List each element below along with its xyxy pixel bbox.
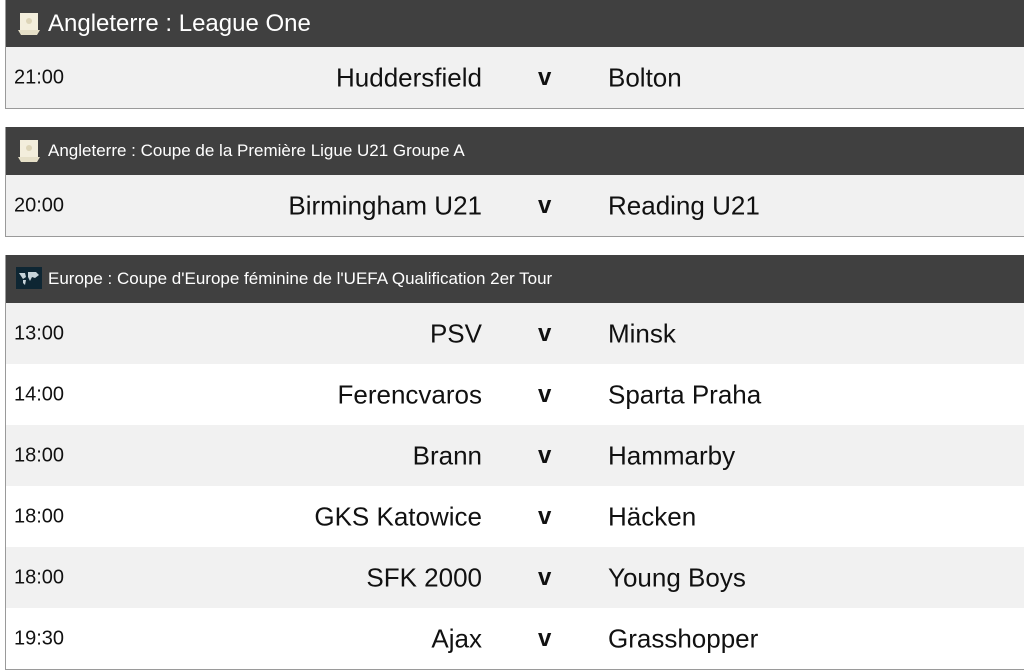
match-time: 21:00 [14,66,65,88]
trophy-icon [16,139,42,163]
away-team[interactable]: Sparta Praha [608,379,762,409]
home-team[interactable]: PSV [429,318,482,348]
competition-title: Europe : Coupe d'Europe féminine de l'UE… [48,269,553,288]
home-team[interactable]: Birmingham U21 [288,190,482,220]
match-time: 14:00 [14,383,65,405]
competition-block: Angleterre : League One 21:00 Huddersfie… [5,0,1024,109]
match-time: 18:00 [14,444,65,466]
trophy-icon [16,12,42,36]
home-team[interactable]: Huddersfield [336,62,482,92]
competition-title: Angleterre : Coupe de la Première Ligue … [48,141,465,160]
versus-separator: v [538,191,552,219]
away-team[interactable]: Minsk [608,318,676,348]
versus-separator: v [538,624,552,652]
away-team[interactable]: Bolton [608,62,682,92]
home-team[interactable]: Brann [412,440,482,470]
world-map-icon [16,267,42,291]
match-row[interactable]: 18:00 GKS Katowice v Häcken [6,486,1024,547]
match-row[interactable]: 18:00 Brann v Hammarby [6,425,1024,486]
match-row[interactable]: 13:00 PSV v Minsk [6,303,1024,364]
match-row[interactable]: 18:00 SFK 2000 v Young Boys [6,547,1024,608]
match-row[interactable]: 19:30 Ajax v Grasshopper [6,608,1024,669]
competition-block: Europe : Coupe d'Europe féminine de l'UE… [5,255,1024,670]
away-team[interactable]: Grasshopper [608,623,759,653]
versus-separator: v [538,63,552,91]
versus-separator: v [538,319,552,347]
home-team[interactable]: GKS Katowice [314,501,482,531]
versus-separator: v [538,441,552,469]
versus-separator: v [538,380,552,408]
competition-title: Angleterre : League One [48,9,311,37]
match-time: 19:30 [14,627,65,649]
competition-header[interactable]: Europe : Coupe d'Europe féminine de l'UE… [6,255,1024,303]
away-team[interactable]: Hammarby [608,440,736,470]
away-team[interactable]: Reading U21 [608,190,760,220]
match-time: 18:00 [14,505,65,527]
match-row[interactable]: 20:00 Birmingham U21 v Reading U21 [6,175,1024,236]
competition-header[interactable]: Angleterre : Coupe de la Première Ligue … [6,127,1024,175]
home-team[interactable]: Ferencvaros [337,379,483,409]
match-row[interactable]: 21:00 Huddersfield v Bolton [6,47,1024,108]
match-row[interactable]: 14:00 Ferencvaros v Sparta Praha [6,364,1024,425]
home-team[interactable]: Ajax [431,623,482,653]
competition-block: Angleterre : Coupe de la Première Ligue … [5,127,1024,237]
competition-header[interactable]: Angleterre : League One [6,0,1024,47]
match-time: 18:00 [14,566,65,588]
versus-separator: v [538,502,552,530]
away-team[interactable]: Young Boys [608,562,746,592]
away-team[interactable]: Häcken [608,501,697,531]
versus-separator: v [538,563,552,591]
match-time: 13:00 [14,322,65,344]
home-team[interactable]: SFK 2000 [366,562,482,592]
match-time: 20:00 [14,194,65,216]
